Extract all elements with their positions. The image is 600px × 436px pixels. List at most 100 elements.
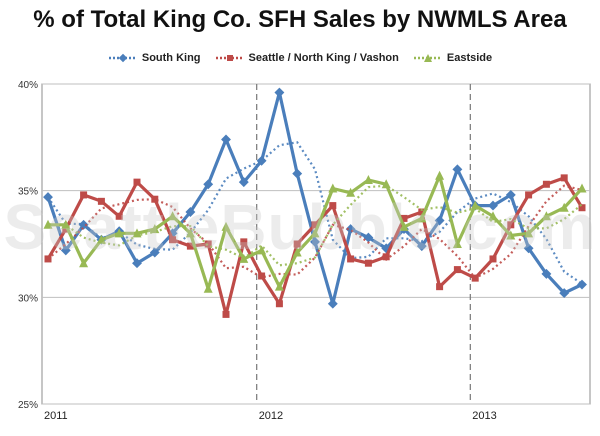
data-point (452, 239, 462, 248)
data-point (328, 183, 338, 193)
data-point (416, 241, 427, 252)
data-point (327, 298, 338, 309)
data-point (470, 200, 480, 210)
data-point (258, 272, 266, 280)
data-point (96, 234, 106, 244)
legend-label-eastside: Eastside (446, 52, 493, 64)
y-tick-label: 35% (18, 187, 38, 198)
trend-line (47, 184, 583, 280)
data-point (43, 219, 53, 229)
data-point (541, 268, 552, 279)
data-point (44, 255, 52, 263)
data-point (186, 242, 194, 250)
series-2 (43, 170, 587, 293)
data-point (434, 215, 445, 226)
data-point (578, 204, 586, 212)
chart-title: % of Total King Co. SFH Sales by NWMLS A… (33, 6, 567, 33)
legend-swatch-seattle (215, 55, 244, 61)
data-point (542, 180, 550, 188)
data-point (132, 228, 142, 238)
x-tick-label: 2012 (259, 410, 283, 422)
data-point (577, 183, 587, 193)
data-point (149, 247, 160, 258)
legend-label-south-king: South King (141, 52, 201, 64)
data-point (274, 281, 284, 291)
data-point (347, 255, 355, 263)
data-point (507, 221, 515, 229)
data-point (346, 187, 356, 197)
legend-item-south-king: South King (108, 52, 201, 64)
data-point (453, 266, 461, 274)
data-point (559, 288, 570, 299)
y-tick-label: 30% (18, 293, 38, 304)
legend-item-eastside: Eastside (413, 52, 492, 64)
data-point (115, 212, 123, 220)
data-point (488, 211, 498, 221)
data-point (488, 200, 498, 211)
data-point (399, 221, 409, 231)
legend-item-seattle: Seattle / North King / Vashon (215, 52, 399, 64)
data-point (151, 195, 159, 203)
data-point (506, 230, 516, 240)
data-point (204, 240, 212, 248)
data-point (97, 197, 105, 205)
data-point (560, 174, 568, 182)
data-point (114, 228, 124, 238)
x-tick-label: 2013 (472, 410, 496, 422)
legend-label-seattle: Seattle / North King / Vashon (248, 52, 399, 64)
data-point (43, 192, 53, 203)
data-point (239, 253, 249, 263)
legend-swatch-eastside (413, 54, 442, 62)
data-point (222, 310, 230, 318)
series-1 (44, 174, 586, 318)
data-point (80, 191, 88, 199)
watermark: SeattleBubble.com (3, 191, 597, 263)
data-point (436, 283, 444, 291)
data-point (274, 87, 285, 98)
data-point (364, 259, 372, 267)
data-point (168, 211, 178, 221)
data-point (150, 224, 160, 234)
data-point (363, 175, 373, 184)
data-point (310, 228, 320, 238)
data-point (62, 225, 70, 233)
data-point (345, 224, 356, 235)
data-point (417, 213, 427, 223)
data-point (203, 179, 214, 190)
data-point (400, 214, 408, 222)
data-point (489, 255, 497, 263)
data-point (292, 247, 302, 257)
data-point (185, 207, 196, 217)
data-point (559, 202, 569, 212)
data-point (541, 211, 551, 221)
data-point (435, 170, 445, 180)
data-point (310, 236, 320, 247)
data-point (78, 219, 89, 230)
data-point (418, 208, 426, 216)
data-point (203, 283, 213, 293)
data-point (382, 253, 390, 261)
data-point (452, 164, 463, 175)
data-point (79, 258, 89, 268)
data-point (275, 300, 283, 308)
y-tick-label: 40% (18, 80, 38, 91)
data-point (363, 232, 374, 243)
data-point (238, 177, 249, 188)
legend: South King Seattle / North King / Vashon… (0, 52, 600, 64)
data-point (132, 258, 142, 269)
data-point (471, 274, 479, 282)
legend-swatch-south-king (108, 53, 137, 63)
data-point (169, 236, 177, 244)
data-point (311, 221, 319, 229)
data-point (525, 191, 533, 199)
data-point (329, 202, 337, 210)
x-tick-label: 2011 (44, 410, 68, 422)
data-point (133, 178, 141, 186)
data-point (185, 228, 195, 238)
data-point (381, 179, 391, 189)
data-point (505, 189, 516, 200)
data-point (523, 243, 534, 254)
data-point (221, 221, 231, 231)
data-point (61, 219, 71, 229)
